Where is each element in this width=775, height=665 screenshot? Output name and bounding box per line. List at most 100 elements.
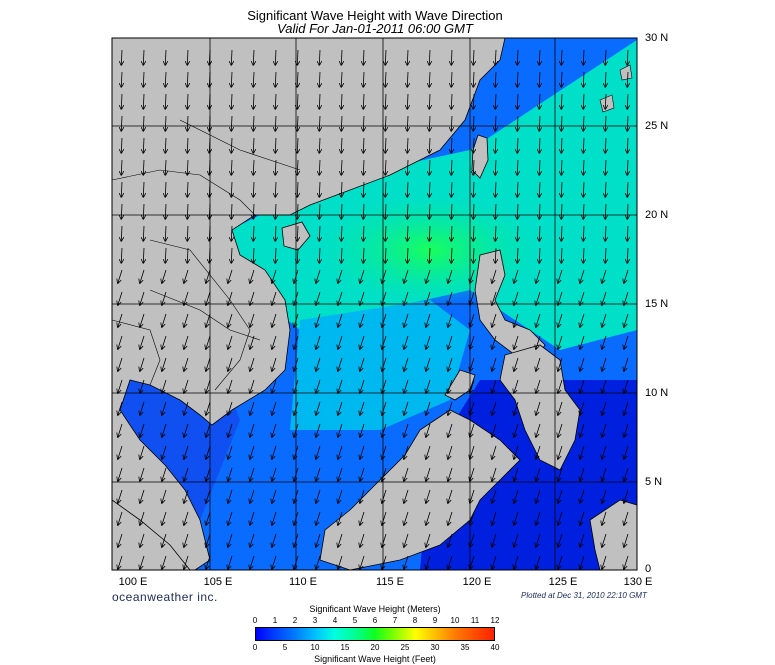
wave-arrow (404, 533, 409, 547)
wave-arrow (580, 357, 585, 371)
wave-arrow (429, 203, 430, 219)
wave-arrow (253, 137, 254, 153)
wave-arrow (470, 489, 475, 503)
wave-arrow (206, 533, 211, 547)
lon-label-130e: 130 E (623, 576, 653, 588)
wave-arrow (517, 93, 518, 109)
wave-arrow (121, 137, 122, 153)
wave-arrow (426, 401, 431, 415)
wave-arrow (448, 291, 453, 305)
wave-arrow (206, 357, 211, 371)
wave-arrow (583, 181, 584, 197)
wave-arrow (407, 71, 408, 87)
wave-arrow (363, 247, 364, 263)
wave-arrow (624, 445, 629, 459)
wave-arrow (426, 511, 431, 525)
wave-arrow (162, 313, 167, 327)
wave-arrow (184, 401, 189, 415)
wave-arrow (140, 445, 145, 459)
wave-arrow (382, 269, 387, 283)
wave-arrow (206, 401, 211, 415)
wave-arrow (382, 291, 387, 305)
map-title: Significant Wave Height with Wave Direct… (247, 8, 503, 23)
wave-arrow (319, 137, 320, 153)
wave-arrow (429, 181, 430, 197)
wave-arrow (536, 445, 541, 459)
wave-arrow (624, 379, 629, 393)
wave-arrow (514, 401, 519, 415)
wave-arrow (451, 159, 452, 175)
wave-arrow (558, 489, 563, 503)
meter-tick: 10 (450, 616, 460, 625)
wave-arrow (602, 445, 607, 459)
wave-arrow (404, 357, 409, 371)
wave-arrow (231, 71, 232, 87)
wave-arrow (404, 467, 409, 481)
meter-tick: 4 (332, 616, 338, 625)
wave-arrow (602, 423, 607, 437)
wave-arrow (250, 379, 255, 393)
wave-arrow (448, 269, 453, 283)
wave-arrow (231, 247, 232, 263)
wave-arrow (495, 181, 496, 197)
lat-label-30n: 30 N (645, 32, 669, 44)
wave-arrow (627, 93, 628, 109)
wave-arrow (272, 379, 277, 393)
wave-arrow (187, 93, 188, 109)
wave-arrow (492, 423, 497, 437)
wave-arrow (382, 511, 387, 525)
wave-arrow (209, 137, 210, 153)
wave-arrow (275, 203, 276, 219)
wave-arrow (514, 335, 519, 349)
colorbar (255, 627, 495, 641)
wave-arrow (360, 533, 365, 547)
wave-arrow (407, 247, 408, 263)
wave-arrow (187, 115, 188, 131)
wave-arrow (319, 203, 320, 219)
wave-arrow (118, 379, 123, 393)
wave-arrow (319, 159, 320, 175)
lon-label-105e: 105 E (203, 576, 233, 588)
wave-arrow (514, 313, 519, 327)
wave-arrow (184, 313, 189, 327)
wave-arrow (536, 313, 541, 327)
wave-arrow (404, 423, 409, 437)
wave-arrow (470, 423, 475, 437)
feet-tick: 15 (340, 643, 350, 652)
wave-arrow (514, 555, 519, 569)
wave-arrow (602, 335, 607, 349)
wave-arrow (627, 71, 628, 87)
wave-arrow (140, 313, 145, 327)
wave-arrow (558, 511, 563, 525)
wave-arrow (536, 269, 541, 283)
wave-arrow (363, 159, 364, 175)
wave-arrow (558, 401, 563, 415)
wave-arrow (253, 225, 254, 241)
wave-arrow (382, 313, 387, 327)
wave-arrow (294, 269, 299, 283)
wave-arrow (448, 313, 453, 327)
wave-arrow (426, 335, 431, 349)
wave-arrow (253, 203, 254, 219)
wave-arrow (316, 467, 321, 481)
wave-arrow (118, 445, 123, 459)
wave-arrow (253, 93, 254, 109)
wave-arrow (514, 423, 519, 437)
wave-arrow (187, 159, 188, 175)
wave-arrow (605, 93, 606, 109)
wave-arrow (404, 335, 409, 349)
wave-arrow (206, 489, 211, 503)
wave-arrow (561, 203, 562, 219)
wave-arrow (517, 71, 518, 87)
wave-arrow (209, 49, 210, 65)
wave-arrow (470, 555, 475, 569)
wave-arrow (539, 181, 540, 197)
wave-arrow (275, 247, 276, 263)
wave-arrow (250, 401, 255, 415)
wave-arrow (143, 115, 144, 131)
wave-arrow (297, 159, 298, 175)
wave-arrow (228, 379, 233, 393)
wave-arrow (118, 357, 123, 371)
wave-arrow (451, 137, 452, 153)
wave-arrow (162, 357, 167, 371)
